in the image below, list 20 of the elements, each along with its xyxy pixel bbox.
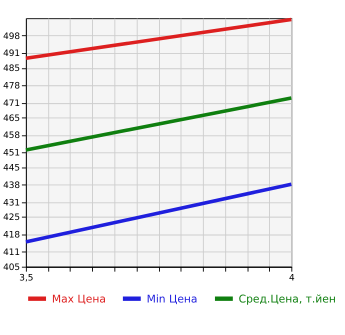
x-tick-label: 4 [288, 274, 295, 284]
y-tick-label: 478 [3, 81, 20, 92]
y-tick-label: 425 [3, 213, 20, 224]
legend-label: Max Цена [52, 292, 106, 306]
y-tick-label: 491 [3, 49, 20, 60]
legend-label: Сред.Цена, т.йен [238, 292, 336, 306]
legend-label: Min Цена [146, 292, 198, 306]
y-tick-label: 458 [3, 131, 20, 142]
y-tick-label: 485 [3, 64, 20, 74]
y-tick-label: 411 [3, 248, 20, 258]
y-tick-label: 405 [3, 262, 20, 273]
y-tick-label: 418 [3, 230, 20, 241]
y-tick-label: 471 [3, 98, 20, 109]
y-tick-label: 431 [3, 198, 20, 208]
y-tick-label: 465 [3, 114, 20, 124]
y-tick-label: 438 [3, 180, 20, 191]
y-tick-label: 451 [3, 148, 20, 159]
x-tick-label: 3,5 [19, 274, 34, 284]
y-tick-label: 498 [3, 32, 20, 42]
y-tick-label: 445 [3, 163, 20, 174]
